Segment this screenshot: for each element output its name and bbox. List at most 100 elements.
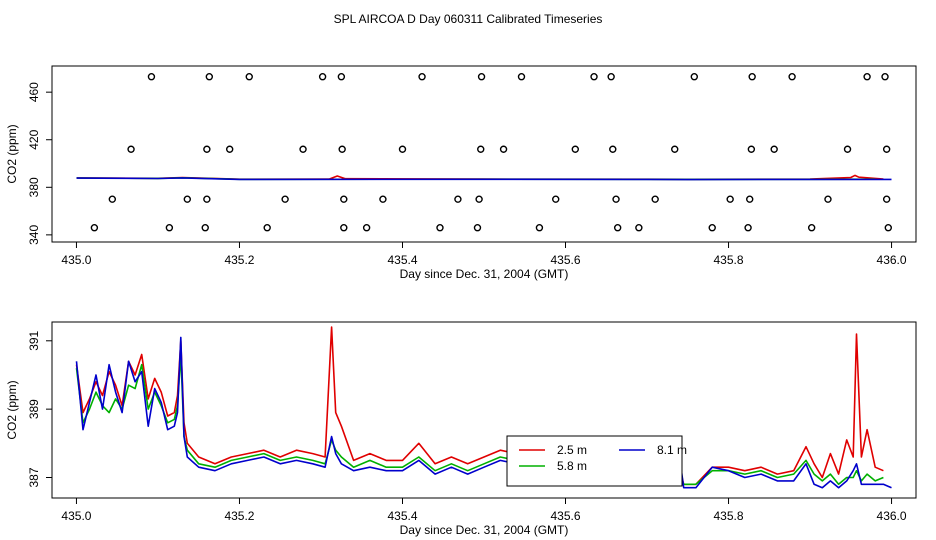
data-point [183,195,192,203]
plot-frame [51,65,917,243]
data-point [340,195,348,203]
y-tick-label: 420 [27,129,41,149]
data-point [613,224,622,232]
data-point [477,73,486,81]
bottom-chart-panel: 435.0 435.2 435.4 435.6 435.8 436.0 387 389 391 D… [5,321,917,537]
data-point [205,73,214,81]
data-point [882,195,891,203]
data-point [651,195,659,203]
x-tick-label: 435.2 [224,253,254,267]
legend-entry: 2.5 m [557,443,587,457]
data-point [612,195,620,203]
data-point [863,73,871,81]
data-point [263,224,271,232]
data-point [436,224,444,232]
x-tick-label: 435.6 [550,509,580,523]
data-point [281,195,289,203]
series-group [76,174,892,181]
series-line-2 [76,177,892,181]
data-point [535,224,544,232]
data-point [379,195,387,203]
x-tick-label: 435.4 [387,253,417,267]
data-point [362,224,371,232]
x-tick-label: 435.4 [387,509,417,523]
y-tick-label: 460 [27,82,41,102]
y-tick-label: 391 [27,330,41,350]
data-point [747,145,756,153]
data-point [165,224,174,232]
data-point [299,145,307,153]
data-point [473,224,482,232]
series-line-5-8-m [75,353,884,486]
x-tick-label: 436.0 [877,253,907,267]
series-line-8-1-m [75,336,892,489]
data-point [454,195,462,203]
data-point [340,224,348,232]
data-point [746,195,754,203]
data-point [201,224,209,232]
chart-title: SPL AIRCOA D Day 060311 Calibrated Times… [334,12,603,26]
data-point [337,73,346,81]
data-point [748,73,756,81]
data-point [318,73,327,81]
data-point [690,73,698,81]
legend-entry: 8.1 m [657,443,687,457]
x-tick-label: 435.2 [224,509,254,523]
x-tick-label: 435.0 [61,253,91,267]
series-line-2-5-m [75,326,884,486]
data-point [398,145,407,153]
data-point [552,195,560,203]
data-point [147,73,156,81]
data-point [807,224,816,232]
data-point [788,73,796,81]
data-point [203,195,211,203]
data-point [477,145,485,153]
data-point [108,195,117,203]
data-point [882,145,891,153]
series-group [75,326,892,489]
x-tick-label: 435.8 [714,253,744,267]
data-point [203,145,211,153]
y-tick-label: 389 [27,399,41,419]
data-point [881,73,889,81]
y-tick-label: 340 [27,225,41,245]
x-tick-label: 435.6 [550,253,580,267]
data-point [418,73,426,81]
x-axis-label: Day since Dec. 31, 2004 (GMT) [400,523,569,537]
data-point [499,145,508,153]
data-point [590,73,598,81]
data-point [824,195,832,203]
legend-box [506,435,683,487]
y-tick-label: 387 [27,467,41,487]
data-point [571,145,579,153]
data-point [225,145,234,153]
data-point [338,145,346,153]
data-point [635,224,643,232]
y-tick-label: 380 [27,177,41,197]
x-tick-label: 435.0 [61,509,91,523]
y-axis-label: CO2 (ppm) [5,380,19,439]
legend-entry: 5.8 m [557,459,587,473]
data-point [671,145,679,153]
data-point [517,73,526,81]
data-point [726,195,734,203]
data-point [475,195,483,203]
data-point [607,73,615,81]
data-point [90,224,99,232]
top-chart-panel: 435.0 435.2 435.4 435.6 435.8 436.0 340 380 420 4… [5,65,917,281]
data-point [744,224,752,232]
x-tick-label: 435.8 [714,509,744,523]
data-point [770,145,778,153]
data-point [127,145,135,153]
data-point [843,145,852,153]
data-point [884,224,892,232]
y-axis-label: CO2 (ppm) [5,124,19,183]
x-tick-label: 436.0 [877,509,907,523]
data-point [708,224,716,232]
x-axis-label: Day since Dec. 31, 2004 (GMT) [400,267,569,281]
plot-frame [51,321,917,499]
data-point [245,73,253,81]
data-point [609,145,617,153]
